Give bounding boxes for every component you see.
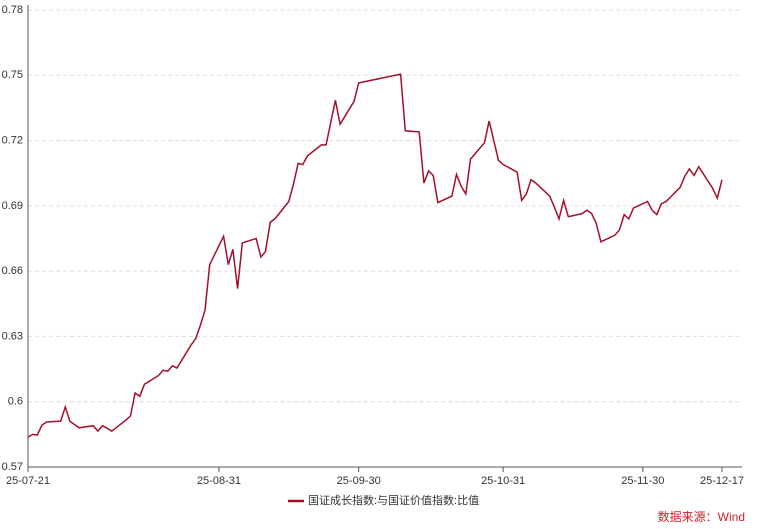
legend-label: 国证成长指数:与国证价值指数:比值 [308, 493, 479, 507]
y-tick-label: 0.75 [2, 69, 23, 81]
x-tick-label: 25-11-30 [621, 475, 664, 487]
line-series [27, 73, 723, 438]
y-tick-label: 0.72 [2, 134, 23, 146]
y-tick-label: 0.6 [8, 396, 23, 408]
y-tick-label: 0.78 [2, 4, 23, 16]
y-tick-label: 0.63 [2, 330, 23, 342]
x-tick-label: 25-09-30 [337, 475, 381, 487]
y-tick-label: 0.57 [2, 461, 23, 473]
x-tick-label: 25-08-31 [197, 475, 241, 487]
y-tick-label: 0.66 [2, 265, 23, 277]
source: 数据来源：Wind [658, 509, 745, 524]
x-tick-label: 25-12-17 [700, 475, 744, 487]
x-tick-label: 25-10-31 [481, 475, 525, 487]
y-tick-label: 0.69 [2, 200, 23, 212]
x-tick-label: 25-07-21 [6, 475, 50, 487]
